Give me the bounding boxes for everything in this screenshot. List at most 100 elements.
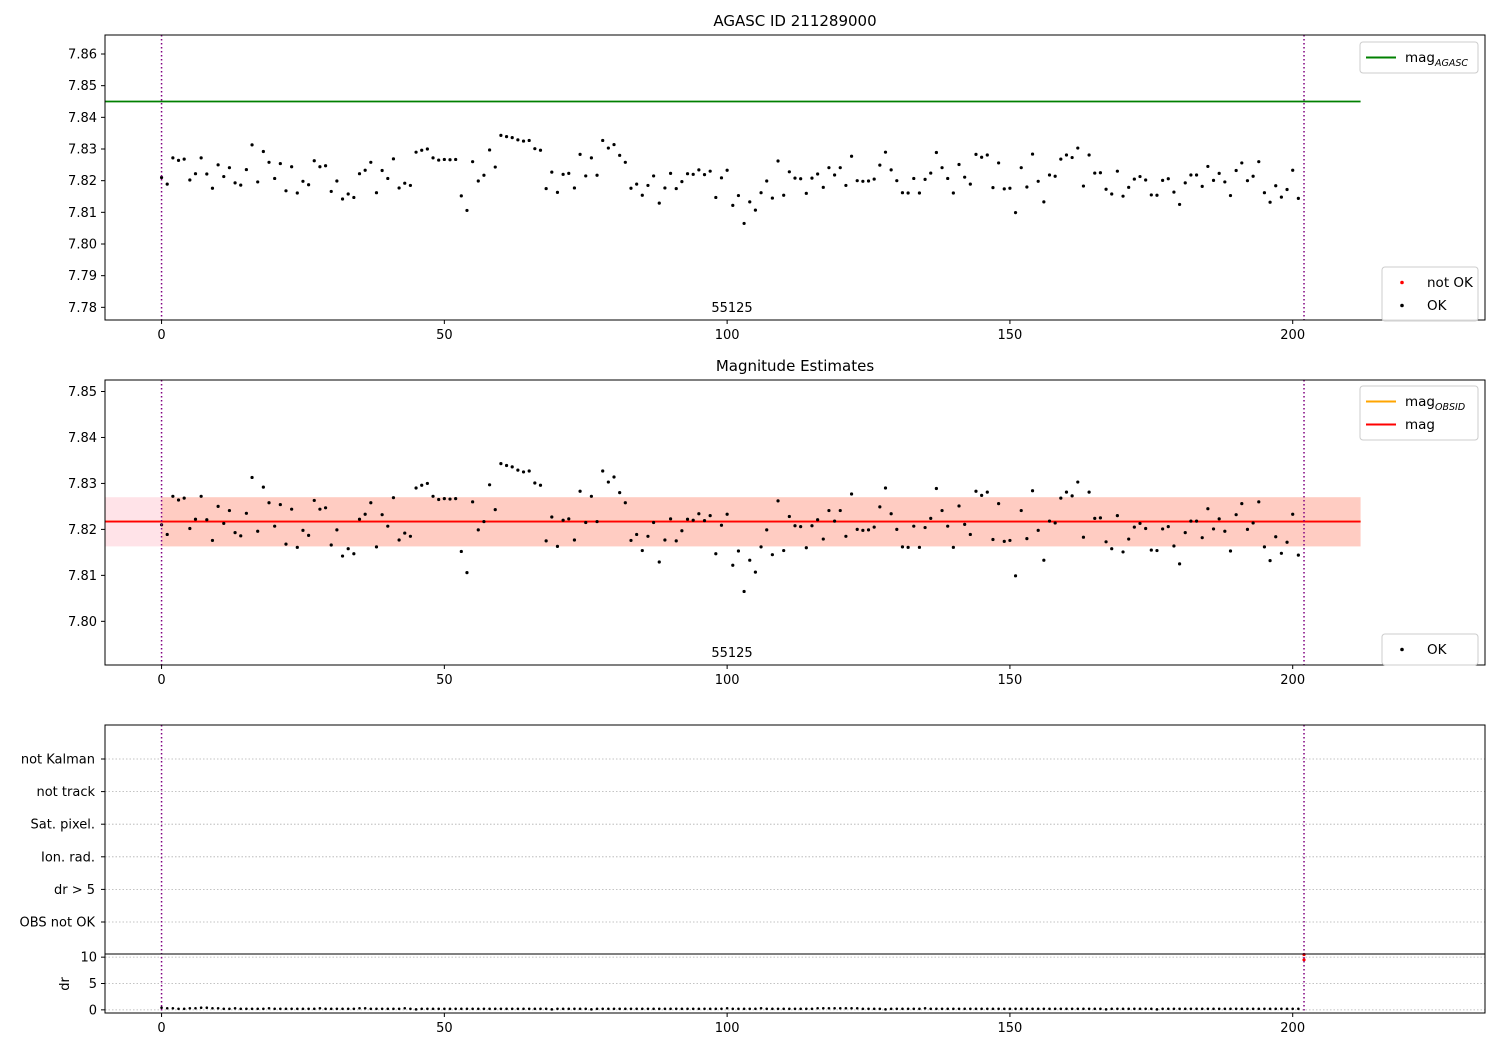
x-tick-label: 0 (157, 328, 165, 343)
data-point (1053, 174, 1057, 178)
dr-point (731, 1007, 735, 1011)
dr-point (245, 1007, 248, 1011)
dr-point (1070, 1007, 1074, 1011)
dr-point (363, 1006, 367, 1010)
dr-point (346, 1007, 350, 1011)
data-point (787, 170, 791, 174)
data-point (499, 462, 503, 466)
data-point (1138, 174, 1142, 179)
dr-point (505, 1007, 508, 1011)
data-point (861, 528, 865, 532)
data-point (1262, 545, 1267, 549)
data-point (437, 158, 441, 162)
data-point (538, 483, 543, 487)
data-point (176, 158, 181, 162)
dr-point (1229, 1007, 1232, 1011)
dr-point (657, 1007, 661, 1011)
dr-point (652, 1007, 655, 1011)
dr-point (918, 1007, 921, 1011)
dr-point (935, 1007, 938, 1011)
data-point (612, 475, 616, 479)
data-point (335, 528, 339, 532)
dr-point (279, 1007, 282, 1011)
data-point (1251, 521, 1255, 525)
data-point (318, 165, 322, 169)
data-point (1155, 193, 1159, 197)
dr-point (838, 1006, 842, 1010)
data-point (1030, 489, 1035, 493)
data-point (866, 179, 871, 183)
data-point (340, 554, 345, 558)
data-point (301, 528, 305, 532)
data-point (753, 570, 758, 574)
data-point (816, 172, 820, 176)
data-point (691, 518, 695, 522)
data-point (663, 538, 667, 542)
dr-point (1189, 1007, 1193, 1011)
dr-point (171, 1006, 175, 1010)
dr-point (923, 1006, 927, 1010)
data-point (1132, 525, 1136, 529)
data-point (1008, 538, 1012, 543)
data-point (968, 182, 972, 186)
dr-point (771, 1007, 774, 1011)
legend-label: mag (1405, 417, 1435, 433)
dr-point (1280, 1007, 1283, 1011)
data-point (883, 486, 888, 490)
data-point (714, 195, 718, 200)
data-point (663, 186, 667, 190)
data-point (408, 534, 413, 538)
data-point (1036, 528, 1040, 532)
data-point (459, 194, 463, 198)
data-point (521, 139, 526, 143)
data-point (386, 524, 390, 528)
data-point (912, 524, 916, 528)
dr-point (239, 1007, 243, 1011)
data-point (855, 527, 859, 531)
data-point (420, 148, 424, 152)
data-point (250, 475, 254, 480)
data-point (499, 133, 503, 137)
dr-point (522, 1007, 525, 1011)
data-point (482, 519, 486, 524)
plot-area-flags (105, 725, 1485, 1013)
data-point (985, 153, 989, 157)
data-point (1257, 500, 1261, 504)
data-point (1036, 179, 1040, 183)
data-point (957, 504, 961, 508)
data-point (578, 152, 582, 156)
data-point (199, 494, 203, 498)
dr-point (1042, 1007, 1046, 1011)
dr-point (1093, 1007, 1097, 1011)
data-point (584, 520, 588, 525)
data-point (759, 191, 763, 195)
dr-point (211, 1006, 214, 1010)
data-point (1002, 539, 1006, 543)
data-point (403, 531, 407, 535)
data-point (465, 208, 469, 213)
panel-title-magnitude-estimates: Magnitude Estimates (716, 357, 874, 375)
annotation-magnitude-estimates: 55125 (711, 646, 752, 661)
data-point (997, 502, 1001, 506)
data-point (471, 160, 475, 164)
dr-point (199, 1006, 203, 1010)
data-point (770, 553, 774, 557)
data-point (448, 497, 452, 501)
data-point (544, 186, 548, 191)
y-tick-label: 7.82 (68, 174, 97, 189)
legend-label: OK (1427, 298, 1448, 314)
dr-point (765, 1007, 769, 1011)
data-point (957, 162, 961, 167)
data-point (1008, 186, 1012, 190)
data-point (1200, 536, 1204, 540)
data-point (516, 468, 520, 472)
dr-point (697, 1007, 701, 1011)
x-tick-label: 50 (436, 1021, 453, 1036)
data-point (799, 525, 803, 529)
data-point (861, 179, 865, 183)
dr-point (375, 1007, 378, 1011)
dr-point (335, 1007, 339, 1011)
dr-point (1133, 1007, 1136, 1011)
dr-point (1274, 1007, 1278, 1011)
data-point (340, 197, 345, 201)
